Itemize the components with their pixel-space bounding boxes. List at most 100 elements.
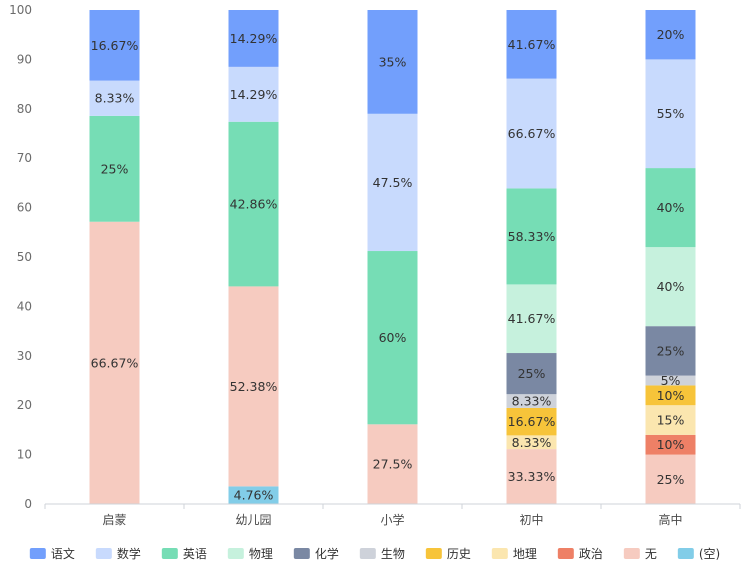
bar-1-8 bbox=[228, 121, 279, 287]
data-label-4-6: 25% bbox=[657, 343, 685, 358]
data-label-4-4: 10% bbox=[657, 388, 685, 403]
x-tick-label-0: 启蒙 bbox=[102, 513, 126, 527]
y-tick-label-60: 60 bbox=[17, 201, 32, 215]
legend-swatch-2 bbox=[161, 548, 178, 559]
legend-swatch-4 bbox=[293, 548, 310, 559]
x-tick-label-2: 小学 bbox=[380, 512, 404, 527]
y-tick-label-20: 20 bbox=[17, 398, 32, 412]
bars-layer bbox=[89, 10, 696, 504]
legend-label-7: 地理 bbox=[513, 547, 537, 561]
bar-2-9 bbox=[367, 113, 418, 252]
bar-2-8 bbox=[367, 251, 418, 425]
legend-label-5: 生物 bbox=[381, 547, 405, 561]
x-tick-label-3: 初中 bbox=[519, 512, 543, 527]
bar-3-4 bbox=[506, 407, 557, 436]
bar-4-8 bbox=[645, 168, 696, 248]
bar-4-10 bbox=[645, 10, 696, 60]
legend-swatch-5 bbox=[359, 548, 376, 559]
data-label-3-6: 25% bbox=[518, 366, 546, 381]
data-label-3-1: 33.33% bbox=[508, 469, 556, 484]
y-tick-label-0: 0 bbox=[24, 497, 32, 511]
data-label-3-8: 58.33% bbox=[508, 229, 556, 244]
bar-0-10 bbox=[89, 10, 140, 81]
bar-1-9 bbox=[228, 66, 279, 122]
legend-label-9: 无 bbox=[645, 547, 657, 561]
data-labels-layer: 66.67% 25% 8.33% 16.67% 4.76% 52.38% 42.86% 14.… bbox=[91, 27, 685, 502]
bar-3-3 bbox=[506, 435, 557, 450]
bar-1-1 bbox=[228, 286, 279, 487]
legend-label-3: 物理 bbox=[249, 547, 273, 561]
data-label-4-1: 25% bbox=[657, 472, 685, 487]
y-tick-label-100: 100 bbox=[9, 3, 32, 17]
legend-label-2: 英语 bbox=[183, 547, 207, 561]
data-label-2-9: 47.5% bbox=[373, 175, 413, 190]
data-label-1-9: 14.29% bbox=[230, 87, 278, 102]
bar-2-1 bbox=[367, 424, 418, 504]
data-label-2-8: 60% bbox=[379, 330, 407, 345]
y-tick-label-30: 30 bbox=[17, 349, 32, 363]
data-label-3-5: 8.33% bbox=[512, 394, 552, 409]
x-tick-label-4: 高中 bbox=[658, 512, 682, 527]
data-label-0-8: 25% bbox=[101, 161, 129, 176]
y-tick-label-10: 10 bbox=[17, 448, 32, 462]
legend-swatch-8 bbox=[557, 548, 574, 559]
data-label-4-5: 5% bbox=[661, 373, 681, 388]
data-label-0-1: 66.67% bbox=[91, 355, 139, 370]
chart-legend: 语文 数学 英语 物理 化学 生物 历史 地理 政治 无 (空) bbox=[29, 546, 720, 561]
bar-2-10 bbox=[367, 10, 418, 114]
legend-label-4: 化学 bbox=[315, 546, 339, 561]
bar-1-10 bbox=[228, 10, 279, 67]
data-label-4-9: 55% bbox=[657, 106, 685, 121]
data-label-3-4: 16.67% bbox=[508, 414, 556, 429]
legend-label-0: 语文 bbox=[51, 546, 75, 561]
stacked-bar-chart: 66.67% 25% 8.33% 16.67% 4.76% 52.38% 42.86% 14.… bbox=[9, 3, 741, 527]
legend-swatch-0 bbox=[29, 548, 46, 559]
bar-0-8 bbox=[89, 115, 140, 222]
bar-4-5 bbox=[645, 375, 696, 386]
data-label-4-8: 40% bbox=[657, 200, 685, 215]
bar-3-7 bbox=[506, 284, 557, 354]
legend-swatch-1 bbox=[95, 548, 112, 559]
y-tick-label-40: 40 bbox=[17, 299, 32, 313]
bar-3-6 bbox=[506, 353, 557, 395]
legend-swatch-3 bbox=[227, 548, 244, 559]
legend-label-6: 历史 bbox=[447, 547, 471, 561]
bar-0-1 bbox=[89, 221, 140, 504]
bar-4-1 bbox=[645, 454, 696, 504]
legend-swatch-10 bbox=[677, 548, 694, 559]
y-tick-label-70: 70 bbox=[17, 151, 32, 165]
legend-swatch-9 bbox=[623, 548, 640, 559]
legend-swatch-6 bbox=[425, 548, 442, 559]
bar-4-7 bbox=[645, 247, 696, 327]
data-label-3-3: 8.33% bbox=[512, 435, 552, 450]
bar-0-9 bbox=[89, 80, 140, 116]
axis-layer: 0 10 20 30 40 50 60 70 80 90 100 启蒙 幼儿园 小学 初中 高中 bbox=[9, 3, 741, 527]
data-label-4-10: 20% bbox=[657, 27, 685, 42]
data-label-0-9: 8.33% bbox=[95, 91, 135, 106]
legend-label-10: (空) bbox=[699, 547, 720, 561]
legend-label-8: 政治 bbox=[579, 547, 603, 561]
bar-3-9 bbox=[506, 78, 557, 189]
data-label-4-7: 40% bbox=[657, 279, 685, 294]
bar-4-9 bbox=[645, 59, 696, 169]
data-label-0-10: 16.67% bbox=[91, 38, 139, 53]
data-label-3-10: 41.67% bbox=[508, 37, 556, 52]
y-tick-label-90: 90 bbox=[17, 52, 32, 66]
data-label-2-1: 27.5% bbox=[373, 457, 413, 472]
x-tick-label-1: 幼儿园 bbox=[235, 513, 271, 527]
bar-3-5 bbox=[506, 394, 557, 408]
data-label-4-3: 15% bbox=[657, 413, 685, 428]
data-label-1-8: 42.86% bbox=[230, 197, 278, 212]
bar-4-2 bbox=[645, 434, 696, 455]
data-label-2-10: 35% bbox=[379, 54, 407, 69]
bar-4-3 bbox=[645, 405, 696, 435]
data-label-3-9: 66.67% bbox=[508, 126, 556, 141]
data-label-1-1: 52.38% bbox=[230, 379, 278, 394]
data-label-1-0: 4.76% bbox=[234, 488, 274, 503]
bar-3-1 bbox=[506, 449, 557, 504]
y-tick-label-50: 50 bbox=[17, 250, 32, 264]
bar-4-4 bbox=[645, 385, 696, 406]
bar-3-8 bbox=[506, 188, 557, 285]
y-tick-label-80: 80 bbox=[17, 102, 32, 116]
